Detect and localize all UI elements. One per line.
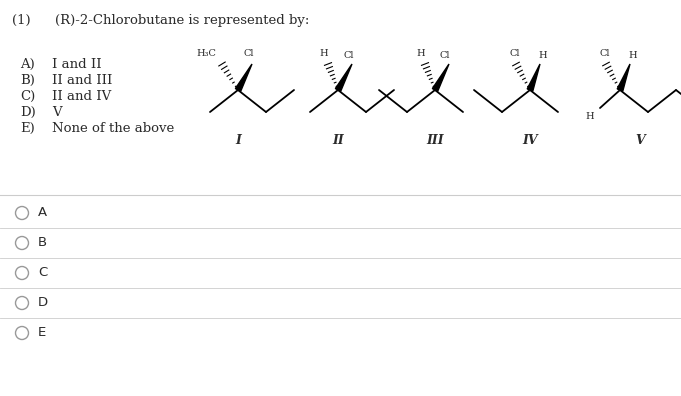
Text: II and IV: II and IV (52, 90, 111, 103)
Text: Cl: Cl (509, 49, 520, 58)
Polygon shape (617, 64, 630, 91)
Polygon shape (432, 64, 449, 91)
Text: B): B) (20, 74, 35, 87)
Text: Cl: Cl (343, 51, 353, 60)
Text: (1): (1) (12, 14, 31, 27)
Text: H: H (319, 49, 328, 58)
Text: (R)-2-Chlorobutane is represented by:: (R)-2-Chlorobutane is represented by: (55, 14, 309, 27)
Text: E: E (38, 326, 46, 339)
Text: Cl: Cl (243, 49, 253, 58)
Polygon shape (236, 64, 252, 91)
Text: B: B (38, 236, 47, 249)
Text: C: C (38, 267, 47, 280)
Text: H: H (538, 51, 547, 60)
Text: E): E) (20, 122, 35, 135)
Text: I and II: I and II (52, 58, 101, 71)
Text: H₃C: H₃C (196, 49, 216, 58)
Text: D: D (38, 297, 48, 310)
Text: None of the above: None of the above (52, 122, 174, 135)
Text: II and III: II and III (52, 74, 112, 87)
Text: Cl: Cl (440, 51, 451, 60)
Text: I: I (235, 134, 241, 147)
Text: H: H (416, 49, 425, 58)
Text: Cl: Cl (599, 49, 610, 58)
Text: A): A) (20, 58, 35, 71)
Text: D): D) (20, 106, 35, 119)
Text: A: A (38, 206, 47, 219)
Text: IV: IV (522, 134, 538, 147)
Text: C): C) (20, 90, 35, 103)
Text: V: V (635, 134, 645, 147)
Text: H: H (586, 112, 594, 121)
Text: V: V (52, 106, 61, 119)
Text: H: H (628, 51, 637, 60)
Text: III: III (426, 134, 444, 147)
Polygon shape (527, 64, 540, 91)
Text: II: II (332, 134, 344, 147)
Polygon shape (335, 64, 352, 91)
